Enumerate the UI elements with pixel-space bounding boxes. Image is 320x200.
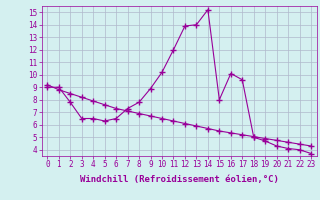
X-axis label: Windchill (Refroidissement éolien,°C): Windchill (Refroidissement éolien,°C) (80, 175, 279, 184)
